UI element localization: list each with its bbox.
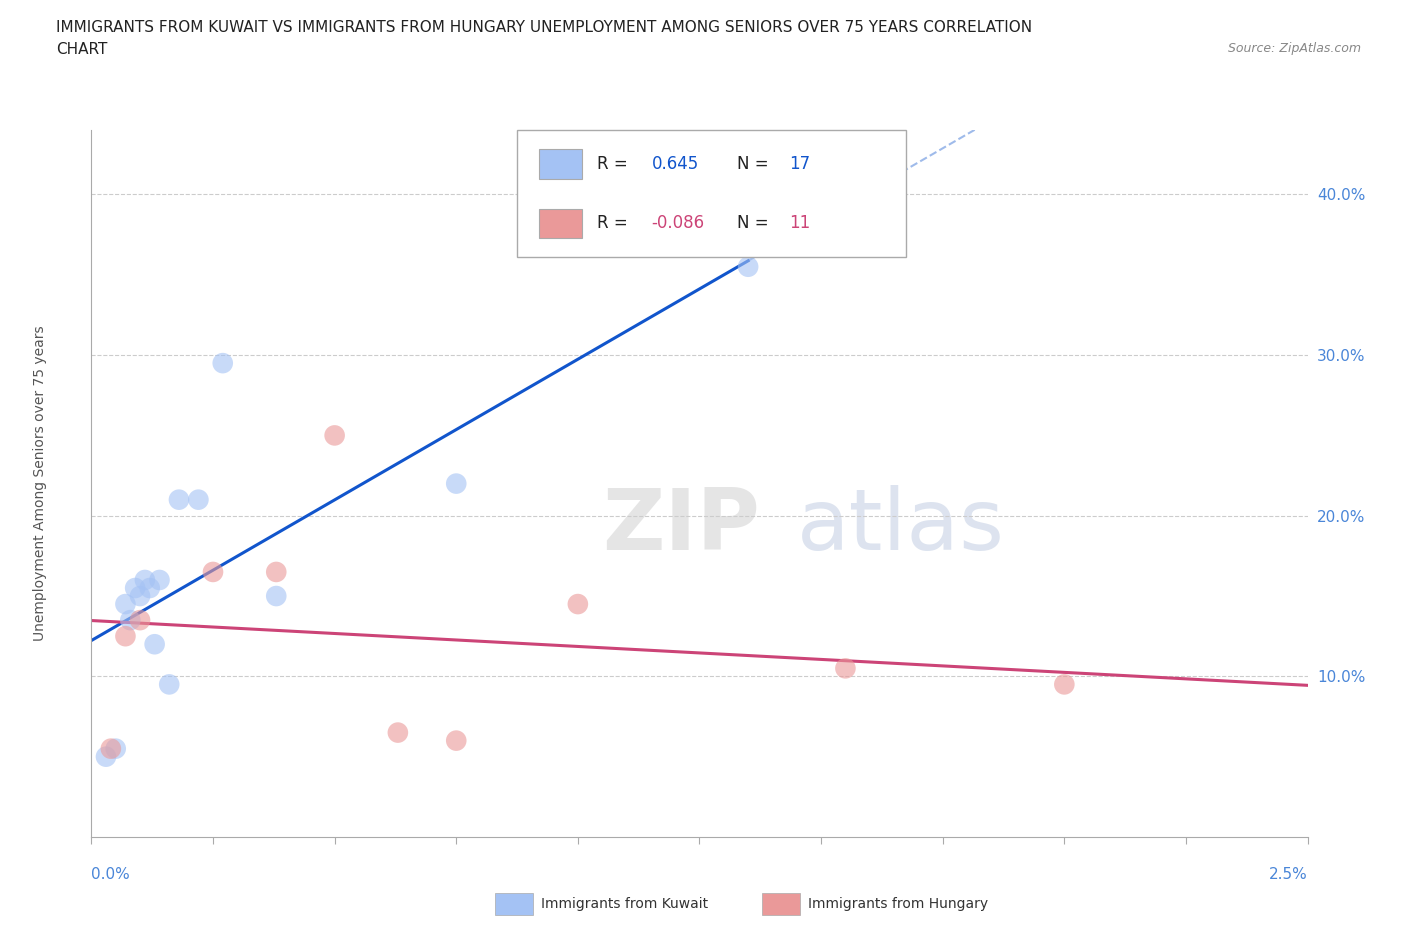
Point	[104, 741, 127, 756]
Text: 2.5%: 2.5%	[1268, 867, 1308, 882]
Point	[114, 597, 136, 612]
Point	[139, 580, 162, 595]
Text: 17: 17	[789, 155, 810, 173]
Point	[444, 733, 467, 748]
Point	[737, 259, 759, 274]
Text: atlas: atlas	[797, 485, 1005, 567]
Text: 11: 11	[789, 215, 810, 232]
Point	[114, 629, 136, 644]
Text: Immigrants from Hungary: Immigrants from Hungary	[808, 897, 988, 911]
Text: Immigrants from Kuwait: Immigrants from Kuwait	[541, 897, 709, 911]
Point	[202, 565, 225, 579]
Point	[157, 677, 180, 692]
Point	[444, 476, 467, 491]
Point	[129, 613, 152, 628]
Point	[211, 355, 233, 370]
Text: 0.645: 0.645	[652, 155, 699, 173]
Text: 0.0%: 0.0%	[91, 867, 131, 882]
FancyBboxPatch shape	[517, 130, 907, 258]
Text: Source: ZipAtlas.com: Source: ZipAtlas.com	[1227, 42, 1361, 55]
Text: N =: N =	[737, 215, 773, 232]
Point	[148, 573, 170, 588]
Text: R =: R =	[598, 155, 633, 173]
Point	[1053, 677, 1076, 692]
FancyBboxPatch shape	[538, 150, 582, 179]
Point	[264, 565, 287, 579]
Text: ZIP: ZIP	[602, 485, 759, 567]
Point	[94, 750, 117, 764]
Text: IMMIGRANTS FROM KUWAIT VS IMMIGRANTS FROM HUNGARY UNEMPLOYMENT AMONG SENIORS OVE: IMMIGRANTS FROM KUWAIT VS IMMIGRANTS FRO…	[56, 20, 1032, 35]
Text: N =: N =	[737, 155, 773, 173]
Point	[100, 741, 122, 756]
Text: R =: R =	[598, 215, 633, 232]
Point	[143, 637, 166, 652]
Point	[387, 725, 409, 740]
Point	[187, 492, 209, 507]
Point	[323, 428, 346, 443]
Point	[167, 492, 190, 507]
Point	[129, 589, 152, 604]
Text: -0.086: -0.086	[652, 215, 704, 232]
FancyBboxPatch shape	[538, 208, 582, 238]
Point	[567, 597, 589, 612]
Point	[120, 613, 142, 628]
Text: Unemployment Among Seniors over 75 years: Unemployment Among Seniors over 75 years	[34, 326, 48, 642]
Point	[264, 589, 287, 604]
Text: CHART: CHART	[56, 42, 108, 57]
Point	[134, 573, 156, 588]
Point	[124, 580, 146, 595]
Point	[834, 661, 856, 676]
